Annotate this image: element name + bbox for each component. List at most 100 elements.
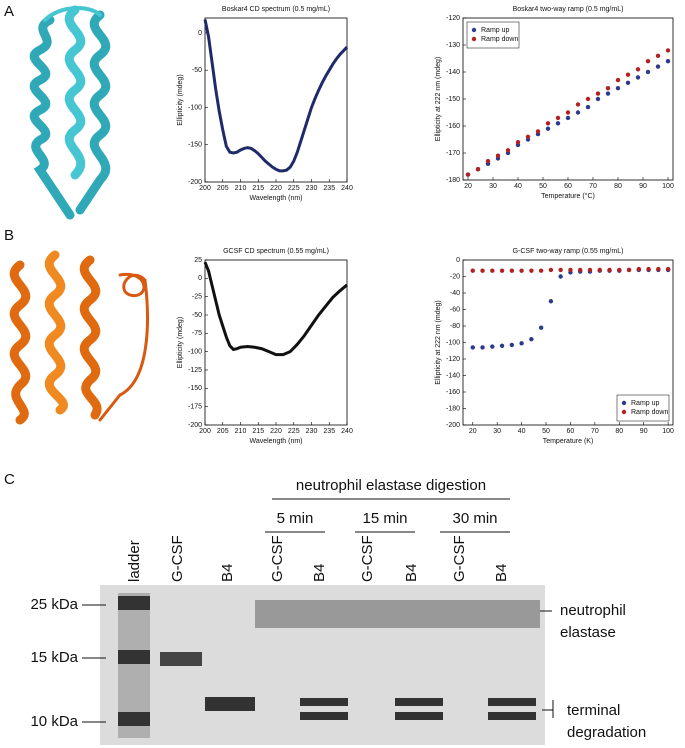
x-tick-label: 80: [614, 183, 622, 190]
time-label: 15 min: [362, 510, 407, 527]
point: [519, 268, 524, 273]
y-tick-label: 0: [198, 275, 202, 282]
y-tick-label: 0: [456, 257, 460, 264]
point: [509, 268, 515, 273]
point: [558, 274, 563, 279]
point: [585, 96, 591, 102]
point: [470, 268, 475, 273]
degradation-label: degradation: [567, 724, 646, 741]
y-tick-label: -60: [450, 306, 460, 313]
y-tick-label: -25: [192, 294, 202, 301]
panel-label: B: [4, 227, 14, 244]
x-tick-label: 80: [615, 428, 623, 435]
point: [495, 153, 501, 158]
point: [636, 266, 642, 272]
point: [499, 268, 505, 273]
y-tick-label: -40: [450, 290, 460, 297]
point: [617, 267, 622, 273]
point: [635, 67, 641, 72]
point: [625, 80, 631, 86]
x-tick-label: 60: [567, 428, 575, 435]
legend-marker: [471, 27, 477, 33]
legend-label: Ramp down: [631, 409, 668, 416]
x-tick-label: 40: [514, 183, 522, 190]
x-tick-label: 225: [288, 185, 300, 192]
y-axis-label: Ellipticity at 222 nm (mdeg): [435, 300, 442, 384]
x-tick-label: 50: [539, 183, 547, 190]
point: [480, 345, 485, 350]
point: [587, 267, 593, 273]
y-tick-label: -100: [446, 339, 460, 346]
x-tick-label: 215: [252, 428, 264, 435]
point: [645, 69, 651, 75]
point: [470, 345, 475, 350]
point: [538, 268, 544, 273]
x-tick-label: 240: [341, 428, 353, 435]
point: [565, 110, 571, 115]
marker-label: 10 kDa: [30, 713, 78, 730]
y-tick-label: -120: [446, 15, 460, 22]
x-tick-label: 205: [217, 428, 229, 435]
y-tick-label: -50: [192, 67, 202, 74]
x-tick-label: 230: [306, 185, 318, 192]
y-tick-label: -75: [192, 330, 202, 337]
x-tick-label: 215: [252, 185, 264, 192]
point: [490, 268, 495, 273]
x-axis-label: Temperature (K): [543, 438, 594, 445]
x-tick-label: 20: [464, 183, 472, 190]
protein-a: [29, 5, 111, 220]
x-tick-label: 70: [589, 183, 597, 190]
y-tick-label: -50: [192, 312, 202, 319]
x-tick-label: 40: [518, 428, 526, 435]
time-label: 30 min: [452, 510, 497, 527]
x-tick-label: 70: [591, 428, 599, 435]
point: [585, 104, 591, 110]
legend-marker: [621, 400, 627, 406]
point: [505, 148, 511, 153]
marker-label: 15 kDa: [30, 649, 78, 666]
y-tick-label: -200: [446, 422, 460, 429]
lane-label: G-CSF: [359, 535, 376, 582]
lane-label: G-CSF: [451, 535, 468, 582]
chart-title: Boskar4 two-way ramp (0.5 mg/mL): [513, 6, 624, 13]
chart-title: G-CSF two-way ramp (0.55 mg/mL): [513, 248, 624, 255]
gel-image: [100, 585, 545, 745]
point: [548, 299, 554, 304]
y-axis-label: Ellipticity (mdeg): [177, 317, 184, 368]
point: [480, 268, 485, 273]
x-tick-label: 30: [489, 183, 497, 190]
point: [515, 140, 521, 145]
y-tick-label: -100: [188, 349, 202, 356]
plot-frame: [204, 259, 348, 426]
point: [475, 167, 481, 172]
gel-lines: [82, 498, 554, 723]
point: [529, 268, 534, 273]
lane-label: B4: [493, 564, 510, 582]
y-tick-label: -150: [188, 142, 202, 149]
point: [605, 91, 611, 96]
point: [499, 343, 505, 348]
time-label: 5 min: [277, 510, 314, 527]
point: [485, 158, 491, 164]
x-tick-label: 210: [235, 185, 247, 192]
y-tick-label: -170: [446, 150, 460, 157]
panel-label: A: [4, 3, 14, 20]
point: [575, 102, 581, 107]
panel-label: C: [4, 471, 15, 488]
point: [578, 267, 583, 273]
lane-label: G-CSF: [169, 535, 186, 582]
point: [490, 344, 495, 349]
point: [535, 129, 541, 134]
lane-label: G-CSF: [269, 535, 286, 582]
legend-box: [466, 21, 520, 49]
point: [645, 59, 651, 64]
x-tick-label: 50: [542, 428, 550, 435]
lane-label: B4: [311, 564, 328, 582]
point: [558, 267, 563, 273]
point: [615, 77, 621, 83]
y-tick-label: -200: [188, 422, 202, 429]
y-tick-label: -140: [446, 372, 460, 379]
point: [465, 172, 471, 177]
legend-label: Ramp up: [631, 400, 660, 407]
y-tick-label: -120: [446, 356, 460, 363]
